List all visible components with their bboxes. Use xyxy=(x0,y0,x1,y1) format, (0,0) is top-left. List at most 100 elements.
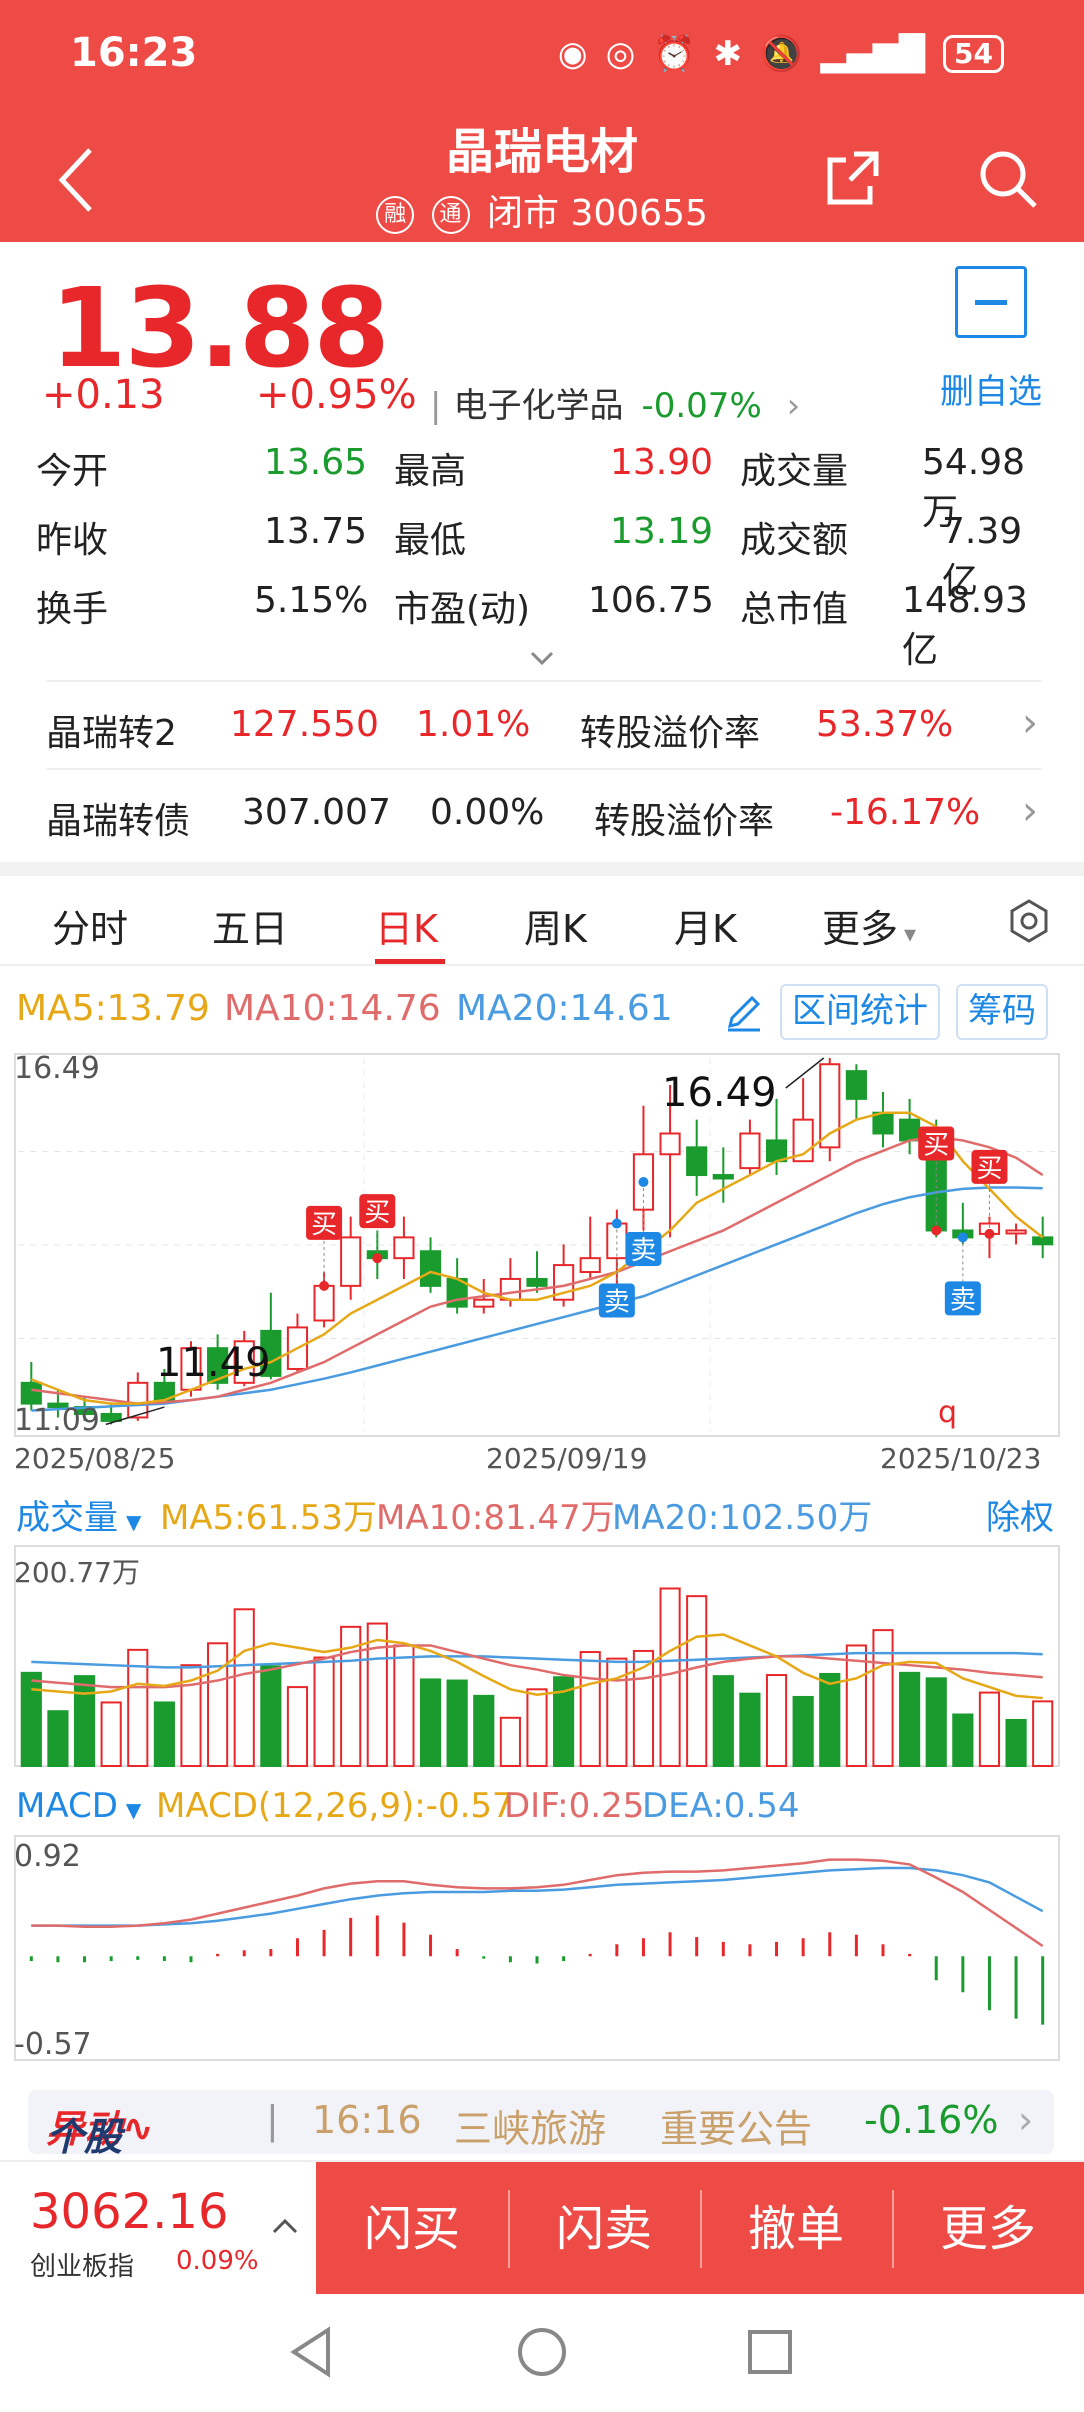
stock-alert-banner[interactable]: 个股 异动 ∿ | 16:16 三峡旅游 重要公告 -0.16% › xyxy=(28,2090,1054,2154)
volume-bar xyxy=(739,1692,761,1767)
kline-chart[interactable]: 16.49 11.09 2025/08/25 2025/09/19 2025/10/23… xyxy=(0,1040,1084,1480)
signal-badge xyxy=(971,1149,1008,1184)
volume-bar xyxy=(765,1674,788,1767)
volume-bar xyxy=(819,1672,841,1767)
index-pct: 0.09% xyxy=(176,2246,259,2276)
convertible-bond-row[interactable]: 晶瑞转债 307.007 0.00% 转股溢价率 -16.17% › xyxy=(46,768,1042,856)
pulse-icon: ∿ xyxy=(122,2106,154,2150)
convertible-bond-row[interactable]: 晶瑞转2 127.550 1.01% 转股溢价率 53.37% › xyxy=(46,680,1042,768)
volume-bar xyxy=(153,1701,175,1767)
signal-badge xyxy=(598,1283,635,1318)
chevron-right-icon: › xyxy=(786,386,801,426)
signal-badge xyxy=(625,1231,662,1266)
volume-bar xyxy=(1032,1700,1054,1767)
x-date-label: 2025/09/19 xyxy=(486,1442,647,1475)
macd-title[interactable]: MACD ▼ xyxy=(16,1786,141,1826)
tab-more[interactable]: 更多 ▾ xyxy=(822,898,916,953)
search-icon[interactable] xyxy=(975,146,1041,212)
nav-back-icon[interactable] xyxy=(286,2324,336,2380)
chips-button[interactable]: 筹码 xyxy=(956,984,1048,1040)
alert-time: 16:16 xyxy=(312,2098,422,2142)
candle-body xyxy=(606,1222,628,1260)
last-price: 13.88 xyxy=(50,264,390,392)
stats-grid: 今开 13.65 最高 13.90 成交量 54.98万 昨收 13.75 最低… xyxy=(36,442,1056,671)
stat-value: 106.75 xyxy=(588,580,714,621)
candle-body xyxy=(819,1063,841,1149)
bond-price: 307.007 xyxy=(242,792,391,833)
candle-body xyxy=(47,1402,69,1409)
interval-stats-button[interactable]: 区间统计 xyxy=(780,984,940,1040)
index-value: 3062.16 xyxy=(30,2184,229,2240)
remove-watchlist-button[interactable] xyxy=(955,266,1027,338)
market-status: 闭市 300655 xyxy=(487,193,708,234)
volume-bar xyxy=(686,1595,708,1768)
chevron-right-icon: › xyxy=(1022,788,1038,834)
flash-buy-button[interactable]: 闪买 xyxy=(363,2201,460,2257)
nav-recents-icon[interactable] xyxy=(746,2328,794,2376)
caret-down-icon: ▼ xyxy=(126,1510,142,1534)
y-max-label: 16.49 xyxy=(14,1051,100,1086)
premium-value: 53.37% xyxy=(816,704,954,745)
chevron-right-icon: › xyxy=(1022,700,1038,746)
stat-value: 5.15% xyxy=(254,580,369,621)
caret-down-icon: ▼ xyxy=(125,1798,142,1822)
flash-sell-button[interactable]: 闪卖 xyxy=(555,2201,652,2257)
candle-body xyxy=(20,1381,42,1405)
volume-bar xyxy=(712,1675,734,1767)
sector-link[interactable]: | 电子化学品 -0.07% › xyxy=(430,378,800,427)
candle-body xyxy=(393,1236,415,1260)
tab-weekly-k[interactable]: 周K xyxy=(524,907,587,951)
candle-body xyxy=(1032,1236,1054,1246)
q-marker: q xyxy=(938,1395,957,1430)
chevron-down-icon[interactable] xyxy=(528,644,556,672)
alert-logo: 个股 异动 ∿ xyxy=(46,2098,154,2154)
candle-body xyxy=(313,1284,335,1322)
volume-bar xyxy=(286,1686,309,1767)
pen-icon[interactable] xyxy=(722,990,766,1034)
volume-bar xyxy=(366,1622,388,1768)
share-icon[interactable] xyxy=(820,146,884,210)
adjust-button[interactable]: 除权 xyxy=(986,1498,1054,1538)
ma10-line xyxy=(31,1135,1044,1405)
settings-icon[interactable] xyxy=(1006,898,1052,944)
sector-pct: -0.07% xyxy=(641,386,762,426)
divider: | xyxy=(266,2098,279,2142)
remove-watchlist-label[interactable]: 删自选 xyxy=(940,372,1042,412)
nav-home-icon[interactable] xyxy=(516,2326,568,2378)
stats-row: 换手 5.15% 市盈(动) 106.75 总市值 148.93亿 xyxy=(36,580,1056,671)
volume-title[interactable]: 成交量 ▼ xyxy=(16,1490,141,1539)
volume-bar xyxy=(419,1678,442,1768)
tab-intraday[interactable]: 分时 xyxy=(52,907,129,951)
signal-dot xyxy=(638,1176,649,1187)
candle-body xyxy=(899,1118,921,1142)
sell-signal-label: 卖 xyxy=(604,1288,630,1318)
cancel-order-button[interactable]: 撤单 xyxy=(747,2201,844,2257)
stat-label: 最高 xyxy=(394,451,467,492)
stat-value: 13.90 xyxy=(610,442,714,483)
stat-value: 13.75 xyxy=(264,511,368,552)
stat-value: 54.98万 xyxy=(922,442,1026,533)
macd-chart[interactable]: 0.92 -0.57 xyxy=(0,1830,1084,2070)
volume-bar xyxy=(499,1716,521,1768)
mute-icon: 🔕 xyxy=(760,34,803,74)
period-tabs: 分时 五日 日K 周K 月K 更多 ▾ xyxy=(0,876,1084,966)
more-trade-button[interactable]: 更多 xyxy=(939,2201,1036,2257)
signal-dot xyxy=(611,1218,622,1229)
volume-bar xyxy=(446,1679,468,1768)
stat-label: 最低 xyxy=(394,520,467,561)
back-arrow-icon[interactable] xyxy=(48,140,108,220)
divider xyxy=(700,2190,702,2268)
candle-body xyxy=(526,1277,548,1287)
app-header: 16:23 ◉ ◎ ⏰ ✱ 🔕 ▂▄▆█ 54 晶瑞电材 融 通 闭市 3006… xyxy=(0,0,1084,242)
premium-label: 转股溢价率 xyxy=(594,801,775,842)
stat-label: 市盈(动) xyxy=(394,589,531,630)
tab-monthly-k[interactable]: 月K xyxy=(674,907,737,951)
macd-y-min: -0.57 xyxy=(14,2027,92,2062)
x-date-label: 2025/08/25 xyxy=(14,1442,175,1475)
volume-chart[interactable]: 200.77万 xyxy=(0,1540,1084,1770)
alert-pct: -0.16% xyxy=(864,2098,999,2142)
tab-daily-k[interactable]: 日K xyxy=(375,907,438,951)
section-divider xyxy=(0,862,1084,876)
candle-body xyxy=(872,1111,894,1135)
tab-five-day[interactable]: 五日 xyxy=(212,907,289,951)
